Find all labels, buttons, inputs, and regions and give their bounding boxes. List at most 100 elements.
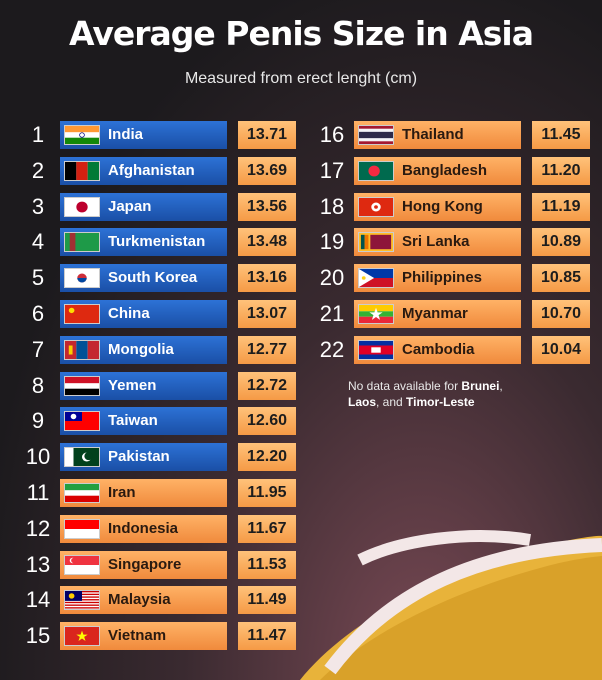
table-row: 18 Hong Kong 11.19 (312, 192, 590, 221)
country-name: Hong Kong (402, 197, 483, 215)
rank-number: 22 (319, 336, 345, 362)
yemen-flag-icon (64, 375, 100, 396)
country-name: Philippines (402, 269, 483, 287)
size-value: 11.45 (532, 121, 590, 149)
size-value: 11.49 (238, 586, 296, 615)
table-row: 8 Yemen 12.72 (18, 371, 296, 400)
size-value: 11.67 (238, 514, 296, 543)
table-row: 4 Turkmenistan 13.48 (18, 228, 296, 257)
bangladesh-flag-icon (358, 160, 394, 181)
size-value: 12.72 (238, 371, 296, 400)
country-bar: Philippines 10.85 (354, 264, 590, 293)
table-row: 7 Mongolia 12.77 (18, 335, 296, 364)
banana-tape-measure-image (300, 530, 602, 680)
south-korea-flag-icon (64, 268, 100, 289)
size-value: 13.16 (238, 264, 296, 293)
country-bar: Taiwan 12.60 (60, 407, 296, 436)
singapore-flag-icon (64, 554, 100, 575)
country-bar: Singapore 11.53 (60, 550, 296, 579)
rank-number: 2 (31, 157, 45, 183)
table-row: 5 South Korea 13.16 (18, 264, 296, 293)
table-row: 14 Malaysia 11.49 (18, 586, 296, 615)
no-data-note: No data available for Brunei, Laos, and … (348, 379, 503, 409)
country-bar: Japan 13.56 (60, 192, 296, 221)
table-row: 10 Pakistan 12.20 (18, 443, 296, 472)
country-name: Singapore (108, 555, 182, 573)
size-value: 10.70 (532, 300, 590, 328)
rank-number: 21 (319, 301, 345, 326)
country-name: Myanmar (402, 305, 468, 322)
page-subtitle: Measured from erect lenght (cm) (184, 70, 418, 87)
country-name: Sri Lanka (402, 233, 470, 251)
rank-number: 19 (319, 229, 345, 255)
size-value: 11.20 (532, 156, 590, 185)
rank-number: 1 (31, 122, 45, 147)
rank-number: 8 (31, 372, 45, 398)
country-bar: Indonesia 11.67 (60, 514, 296, 543)
philippines-flag-icon (358, 268, 394, 289)
country-name: Mongolia (108, 340, 174, 358)
india-flag-icon (64, 125, 100, 145)
size-value: 13.07 (238, 300, 296, 328)
country-name: Indonesia (108, 519, 179, 537)
country-name: Bangladesh (402, 161, 488, 179)
country-name: South Korea (108, 269, 198, 287)
table-row: 12 Indonesia 11.67 (18, 514, 296, 543)
size-value: 11.47 (238, 622, 296, 651)
table-row: 20 Philippines 10.85 (312, 264, 590, 293)
turkmenistan-flag-icon (64, 232, 100, 253)
thailand-flag-icon (358, 125, 394, 145)
rank-number: 18 (319, 193, 345, 219)
country-bar: China 13.07 (60, 300, 296, 328)
country-name: Cambodia (402, 340, 475, 358)
indonesia-flag-icon (64, 518, 100, 539)
rank-number: 10 (25, 444, 51, 470)
country-name: Turkmenistan (108, 233, 206, 251)
rank-number: 14 (25, 587, 51, 613)
size-value: 10.85 (532, 264, 590, 293)
size-value: 13.56 (238, 192, 296, 221)
table-row: 1 India 13.71 (18, 121, 296, 149)
size-value: 12.60 (238, 407, 296, 436)
country-name: China (108, 305, 150, 322)
table-row: 9 Taiwan 12.60 (18, 407, 296, 436)
size-value: 12.20 (238, 443, 296, 472)
country-bar: South Korea 13.16 (60, 264, 296, 293)
size-value: 12.77 (238, 335, 296, 364)
size-value: 13.69 (238, 156, 296, 185)
country-bar: Bangladesh 11.20 (354, 156, 590, 185)
myanmar-flag-icon (358, 304, 394, 324)
country-name: Iran (108, 484, 136, 501)
table-row: 15 Vietnam 11.47 (18, 622, 296, 651)
table-row: 13 Singapore 11.53 (18, 550, 296, 579)
country-bar: Cambodia 10.04 (354, 335, 590, 364)
table-row: 3 Japan 13.56 (18, 192, 296, 221)
country-name: Yemen (108, 376, 157, 394)
size-value: 11.53 (238, 550, 296, 579)
size-value: 11.95 (238, 479, 296, 507)
country-name: Pakistan (108, 448, 170, 466)
rank-number: 15 (25, 623, 51, 649)
malaysia-flag-icon (64, 590, 100, 611)
table-row: 22 Cambodia 10.04 (312, 335, 590, 364)
rank-number: 20 (319, 265, 345, 291)
table-row: 21 Myanmar 10.70 (312, 300, 590, 328)
country-bar: Vietnam 11.47 (60, 622, 296, 651)
size-value: 13.48 (238, 228, 296, 257)
iran-flag-icon (64, 483, 100, 503)
japan-flag-icon (64, 196, 100, 217)
country-name: Taiwan (108, 412, 158, 430)
rank-number: 4 (31, 229, 45, 255)
country-bar: Mongolia 12.77 (60, 335, 296, 364)
country-name: India (108, 126, 144, 143)
country-bar: Iran 11.95 (60, 479, 296, 507)
country-bar: Hong Kong 11.19 (354, 192, 590, 221)
sri-lanka-flag-icon (358, 232, 394, 253)
country-bar: Pakistan 12.20 (60, 443, 296, 472)
hong-kong-flag-icon (358, 196, 394, 217)
size-value: 13.71 (238, 121, 296, 149)
rank-number: 12 (25, 515, 51, 541)
country-bar: Thailand 11.45 (354, 121, 590, 149)
country-bar: Sri Lanka 10.89 (354, 228, 590, 257)
country-bar: Yemen 12.72 (60, 371, 296, 400)
